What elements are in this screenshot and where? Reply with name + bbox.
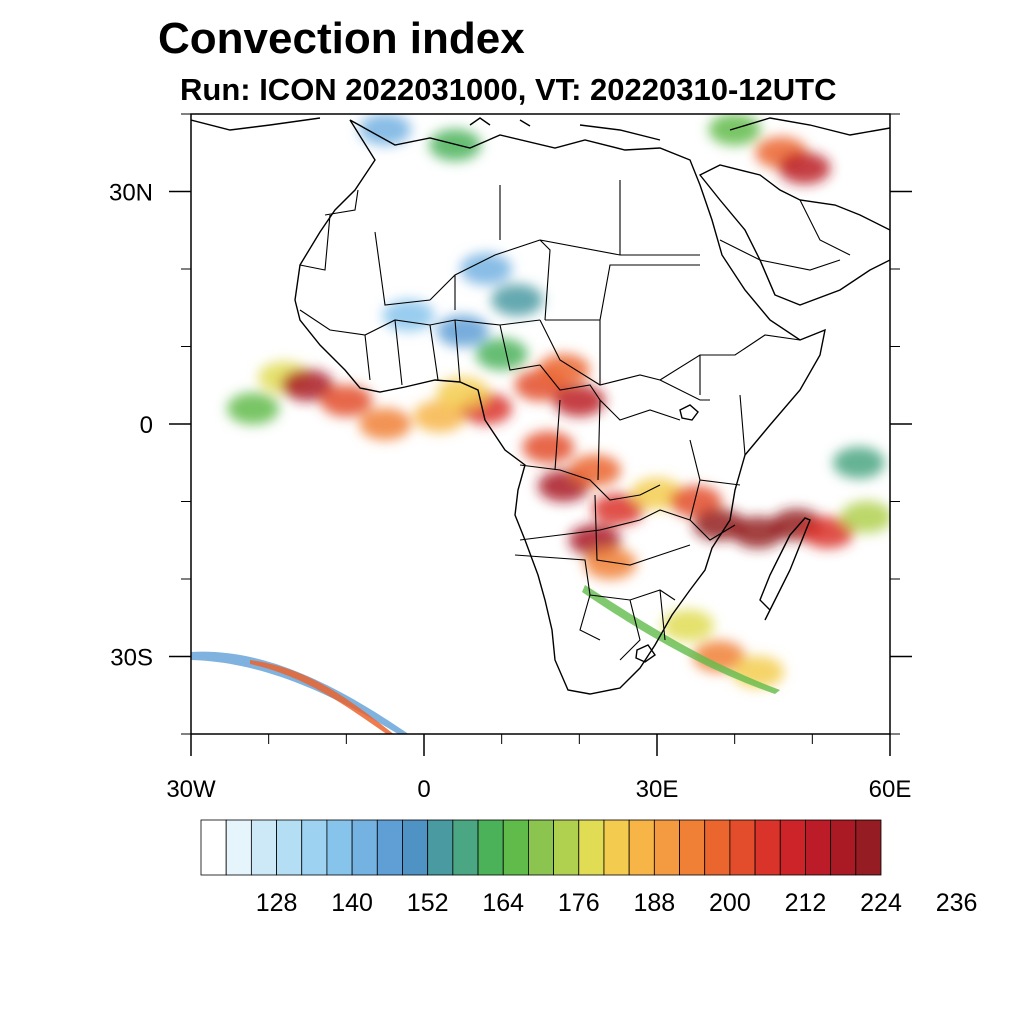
- y-tick-label: 0: [140, 412, 153, 439]
- field-cell: [553, 384, 606, 417]
- field-cell: [413, 400, 466, 433]
- field-cell: [460, 253, 513, 285]
- colorbar-label: 128: [256, 889, 298, 917]
- field-cell: [778, 152, 831, 185]
- x-tick-label: 30E: [636, 776, 679, 803]
- borders-north-africa: [299, 180, 700, 321]
- colorbar-label: 236: [936, 889, 978, 917]
- y-tick-label: 30N: [109, 180, 153, 207]
- y-axis: 30N 0 30S: [109, 113, 912, 735]
- colorbar-swatch: [830, 819, 857, 876]
- colorbar-swatch: [729, 819, 756, 876]
- x-tick-label: 0: [417, 776, 430, 803]
- colorbar-swatch: [250, 819, 277, 876]
- colorbar-label: 140: [331, 889, 373, 917]
- plot-background: [191, 114, 890, 734]
- field-cell: [475, 338, 528, 371]
- x-tick-label: 30W: [166, 776, 216, 803]
- borders-central-africa: [519, 264, 710, 501]
- x-axis: 30W 0 30E 60E: [166, 734, 911, 803]
- colorbar-swatch: [528, 819, 554, 876]
- borders-east-africa: [659, 334, 801, 541]
- colorbar-swatch: [805, 819, 832, 876]
- field-cell: [436, 315, 489, 347]
- y-tick-label: 30S: [110, 645, 153, 672]
- colorbar-swatch: [754, 819, 781, 876]
- field-cell: [832, 446, 885, 479]
- colorbar-swatch: [578, 819, 605, 876]
- x-tick-label: 60E: [869, 776, 912, 803]
- field-cell: [584, 547, 637, 580]
- field-cell: [491, 284, 544, 316]
- colorbar-swatch: [628, 819, 655, 876]
- colorbar-swatch: [679, 819, 706, 876]
- field-cell: [662, 609, 715, 642]
- field-cell: [429, 129, 482, 161]
- field-cell: [522, 431, 575, 464]
- colorbar-swatch: [502, 819, 529, 876]
- colorbar-label: 176: [558, 889, 600, 917]
- colorbar-swatch: [326, 819, 353, 876]
- colorbar-swatch: [427, 819, 454, 876]
- field-streak-southwest-core: [250, 660, 394, 734]
- country-borders: [299, 180, 851, 661]
- colorbar-label: 224: [860, 889, 902, 917]
- colorbar-label: 152: [407, 889, 449, 917]
- colorbar-label: 188: [633, 889, 675, 917]
- lake-victoria: [679, 404, 699, 421]
- madagascar-coastline: [759, 517, 811, 621]
- field-cell: [537, 353, 590, 386]
- field-cell: [359, 408, 412, 440]
- colorbar-swatch: [452, 819, 479, 876]
- field-streak-southwest: [191, 651, 409, 734]
- colorbar: [200, 819, 882, 876]
- field-cell: [840, 501, 890, 533]
- field-cell: [669, 485, 722, 518]
- field-cell: [436, 377, 489, 409]
- colorbar-labels: 128 140 152 164 176 188 200 212 224 236: [256, 889, 978, 917]
- colorbar-swatch: [779, 819, 806, 876]
- field-cell: [359, 114, 412, 146]
- europe-coastline: [191, 117, 890, 141]
- colorbar-label: 164: [482, 889, 524, 917]
- borders-arabia: [719, 199, 851, 296]
- field-cell: [568, 454, 621, 487]
- colorbar-swatch: [653, 819, 680, 876]
- colorbar-swatch: [477, 819, 504, 876]
- map-title: Convection index: [158, 14, 525, 63]
- borders-southern-africa: [514, 494, 691, 661]
- colorbar-swatch: [276, 819, 303, 876]
- colorbar-swatch: [225, 819, 252, 876]
- colorbar-swatch: [402, 819, 429, 876]
- colorbar-label: 212: [785, 889, 827, 917]
- coastlines: [191, 117, 890, 695]
- colorbar-label: 200: [709, 889, 751, 917]
- colorbar-swatch: [200, 819, 227, 876]
- lesotho: [635, 644, 656, 663]
- convection-field: [227, 114, 890, 688]
- africa-coastline: [294, 119, 826, 695]
- field-cell: [227, 392, 280, 425]
- colorbar-swatch: [603, 819, 630, 876]
- field-cell: [592, 493, 645, 526]
- borders-west-africa: [299, 309, 541, 386]
- colorbar-swatch: [704, 819, 731, 876]
- colorbar-swatch: [351, 819, 378, 876]
- colorbar-swatch: [855, 819, 882, 876]
- map-subtitle: Run: ICON 2022031000, VT: 20220310-12UTC: [180, 72, 837, 107]
- field-cell: [801, 516, 854, 549]
- colorbar-swatch: [301, 819, 328, 876]
- field-cell: [320, 384, 373, 417]
- colorbar-swatch: [553, 819, 580, 876]
- colorbar-swatch: [376, 819, 403, 876]
- mediterranean-islands: [469, 117, 531, 127]
- field-streak-south-africa: [582, 585, 780, 694]
- arabia-coastline: [698, 164, 890, 306]
- field-cell: [281, 369, 334, 402]
- field-cell: [708, 114, 761, 146]
